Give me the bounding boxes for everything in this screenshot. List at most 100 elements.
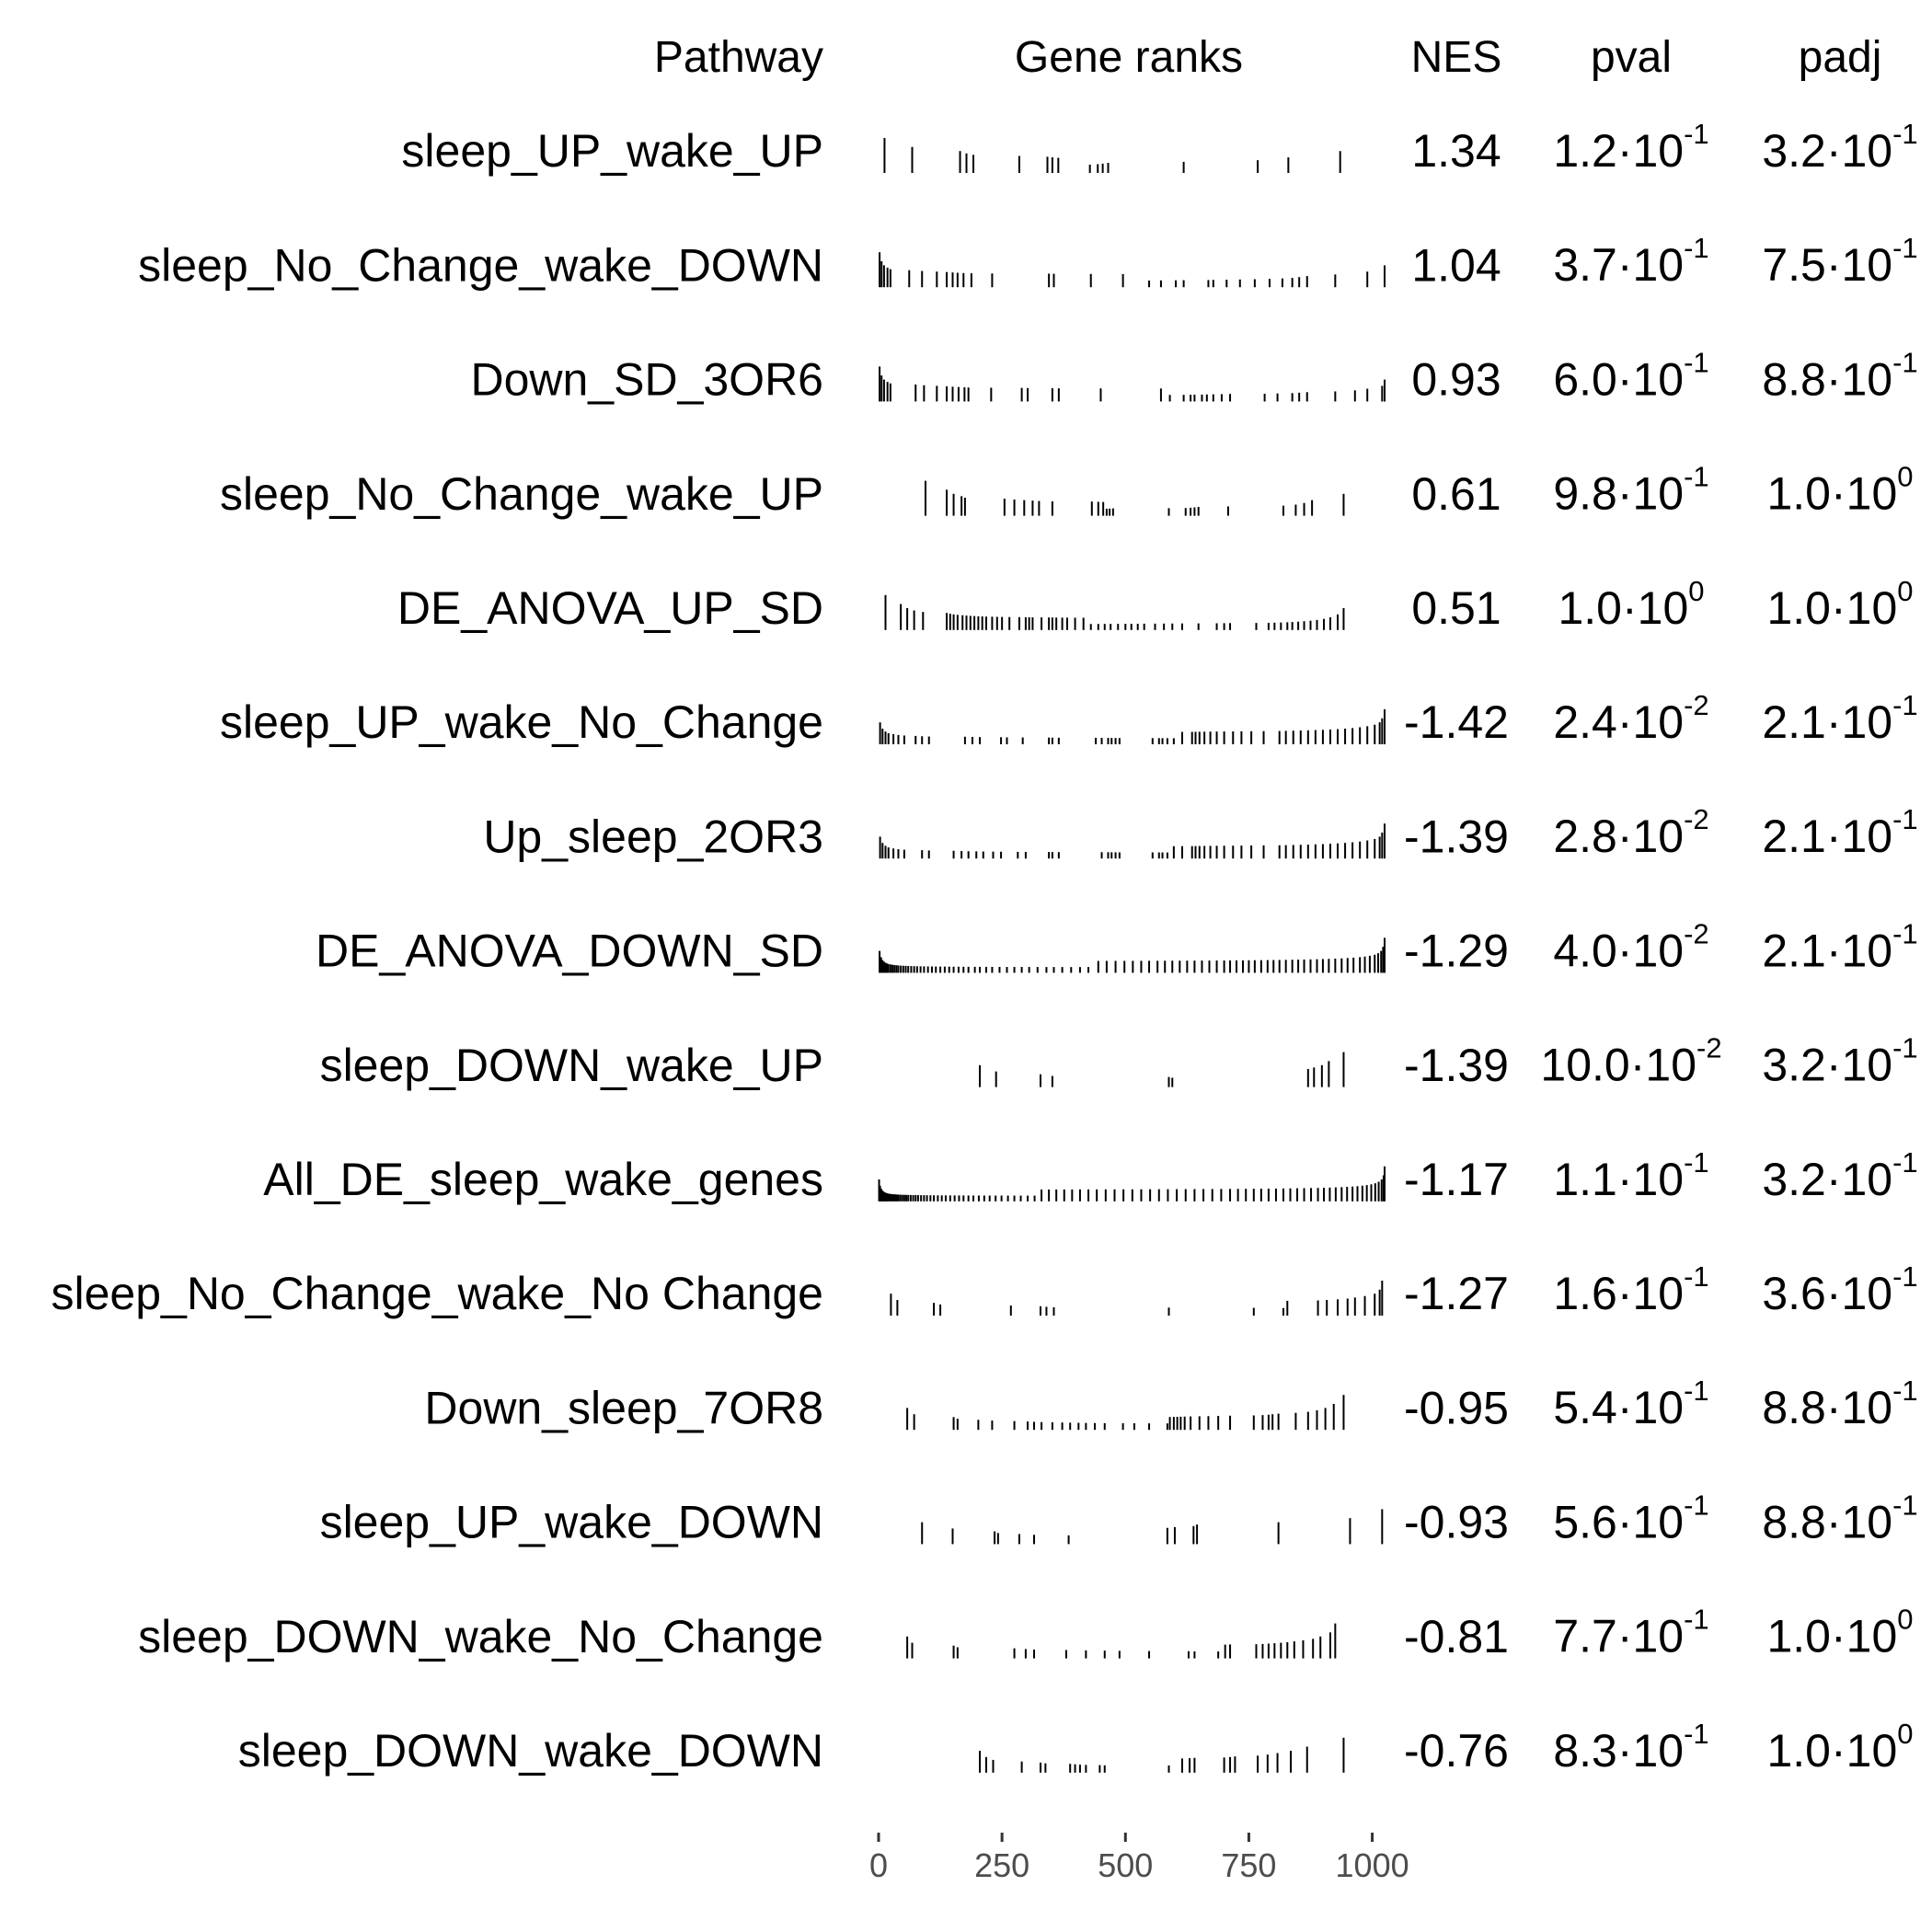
- nes-value: 1.34: [1411, 125, 1501, 177]
- axis-tick-label: 1000: [1336, 1846, 1409, 1884]
- gene-rank-marks: [879, 937, 1386, 973]
- cell-padj: 1.0·100: [1766, 575, 1913, 634]
- cell-pval-mantissa: 8.3: [1553, 1725, 1617, 1777]
- pathway-label: sleep_No_Change_wake_UP: [220, 468, 823, 520]
- cell-padj-mantissa: 8.8: [1762, 1497, 1826, 1548]
- nes-value: -1.27: [1404, 1268, 1509, 1319]
- cell-pval-exponent: -1: [1684, 232, 1709, 264]
- cell-pval: 10.0·10-2: [1540, 1032, 1721, 1091]
- cell-pval-times: ·10: [1617, 1154, 1684, 1205]
- cell-pval-mantissa: 9.8: [1553, 468, 1617, 520]
- header-gene-ranks: Gene ranks: [1015, 33, 1243, 82]
- table-row: DE_ANOVA_DOWN_SD -1.29 4.0·10-2 2.1·10-1: [316, 918, 1918, 977]
- cell-padj-times: ·10: [1826, 125, 1892, 177]
- cell-padj-times: ·10: [1826, 354, 1892, 406]
- table-row: sleep_UP_wake_DOWN -0.93 5.6·10-1 8.8·10-1: [320, 1489, 1918, 1548]
- gene-rank-marks: [879, 366, 1386, 402]
- cell-pval: 4.0·10-2: [1553, 918, 1708, 977]
- cell-padj-times: ·10: [1831, 468, 1897, 520]
- axis-tick-label: 0: [869, 1846, 888, 1884]
- pathway-label: sleep_DOWN_wake_UP: [320, 1040, 823, 1091]
- cell-padj-exponent: -1: [1892, 1146, 1918, 1179]
- cell-padj: 7.5·10-1: [1762, 232, 1917, 291]
- cell-pval-times: ·10: [1617, 239, 1684, 291]
- cell-pval-times: ·10: [1617, 354, 1684, 406]
- pathway-label: Down_sleep_7OR8: [424, 1382, 823, 1433]
- cell-padj-times: ·10: [1831, 582, 1897, 634]
- nes-value: 1.04: [1411, 239, 1501, 291]
- cell-padj: 8.8·10-1: [1762, 1374, 1917, 1433]
- cell-pval: 1.0·100: [1558, 575, 1704, 634]
- pathway-label: sleep_No_Change_wake_No Change: [51, 1268, 823, 1319]
- cell-padj-exponent: -1: [1892, 347, 1918, 379]
- cell-pval-exponent: -2: [1684, 918, 1709, 950]
- nes-value: -1.42: [1404, 696, 1509, 748]
- cell-pval-mantissa: 5.4: [1553, 1382, 1617, 1433]
- cell-pval: 5.6·10-1: [1553, 1489, 1708, 1548]
- cell-pval-times: ·10: [1622, 582, 1688, 634]
- table-row: sleep_UP_wake_No_Change -1.42 2.4·10-2 2.1·…: [220, 689, 1918, 748]
- cell-pval-times: ·10: [1617, 1268, 1684, 1319]
- cell-pval: 2.8·10-2: [1553, 803, 1708, 862]
- cell-padj-times: ·10: [1826, 926, 1892, 977]
- cell-padj-exponent: -1: [1892, 1032, 1918, 1064]
- cell-pval-exponent: -1: [1684, 1489, 1709, 1522]
- header-pathway: Pathway: [654, 33, 823, 82]
- cell-padj-mantissa: 3.2: [1762, 1040, 1826, 1091]
- pathway-label: All_DE_sleep_wake_genes: [263, 1154, 823, 1205]
- gene-rank-marks: [879, 709, 1386, 744]
- cell-pval-exponent: -1: [1684, 118, 1709, 150]
- header-nes: NES: [1411, 33, 1502, 82]
- cell-padj-mantissa: 3.2: [1762, 125, 1826, 177]
- gene-rank-marks: [924, 480, 1345, 516]
- cell-pval-mantissa: 7.7: [1553, 1611, 1617, 1662]
- cell-padj-mantissa: 3.2: [1762, 1154, 1826, 1205]
- cell-padj-times: ·10: [1826, 1382, 1892, 1433]
- pathway-label: Up_sleep_2OR3: [483, 811, 823, 862]
- cell-padj-exponent: -1: [1892, 232, 1918, 264]
- cell-padj-mantissa: 2.1: [1762, 696, 1826, 748]
- cell-padj-times: ·10: [1826, 239, 1892, 291]
- nes-value: -0.81: [1404, 1611, 1509, 1662]
- cell-padj-exponent: 0: [1897, 461, 1913, 493]
- axis-tick-label: 750: [1221, 1846, 1276, 1884]
- cell-padj-mantissa: 1.0: [1766, 468, 1831, 520]
- cell-padj-times: ·10: [1826, 1497, 1892, 1548]
- cell-padj-exponent: -1: [1892, 689, 1918, 721]
- nes-value: -1.29: [1404, 926, 1509, 977]
- cell-padj-exponent: 0: [1897, 1604, 1913, 1636]
- table-row: Down_SD_3OR6 0.93 6.0·10-1 8.8·10-1: [470, 347, 1917, 406]
- cell-pval: 3.7·10-1: [1553, 232, 1708, 291]
- cell-pval-exponent: -2: [1684, 689, 1709, 721]
- pathway-label: sleep_UP_wake_UP: [401, 125, 823, 177]
- cell-pval-mantissa: 1.0: [1558, 582, 1622, 634]
- table-row: sleep_No_Change_wake_No Change -1.27 1.6·1…: [51, 1260, 1917, 1319]
- cell-pval-mantissa: 2.4: [1553, 696, 1617, 748]
- pathway-label: sleep_No_Change_wake_DOWN: [138, 239, 823, 291]
- cell-pval-times: ·10: [1617, 125, 1684, 177]
- cell-pval: 1.2·10-1: [1553, 118, 1708, 177]
- cell-pval: 5.4·10-1: [1553, 1374, 1708, 1433]
- cell-pval-mantissa: 1.2: [1553, 125, 1617, 177]
- cell-padj-mantissa: 1.0: [1766, 582, 1831, 634]
- pathway-label: sleep_DOWN_wake_DOWN: [238, 1725, 823, 1777]
- gene-rank-marks: [979, 1052, 1345, 1087]
- cell-pval-times: ·10: [1617, 1497, 1684, 1548]
- cell-padj-times: ·10: [1831, 1725, 1897, 1777]
- cell-pval-times: ·10: [1617, 811, 1684, 862]
- cell-padj: 8.8·10-1: [1762, 347, 1917, 406]
- pathway-label: DE_ANOVA_DOWN_SD: [316, 926, 823, 977]
- cell-padj-exponent: -1: [1892, 118, 1918, 150]
- cell-padj: 1.0·100: [1766, 461, 1913, 520]
- cell-pval: 7.7·10-1: [1553, 1604, 1708, 1662]
- gene-rank-marks: [884, 594, 1345, 630]
- cell-padj-mantissa: 1.0: [1766, 1611, 1831, 1662]
- nes-value: -1.17: [1404, 1154, 1509, 1205]
- cell-pval-times: ·10: [1617, 926, 1684, 977]
- cell-padj: 3.2·10-1: [1762, 1146, 1917, 1205]
- axis-tick-label: 250: [974, 1846, 1029, 1884]
- table-row: sleep_No_Change_wake_UP 0.61 9.8·10-1 1.0·1…: [220, 461, 1914, 520]
- cell-pval: 2.4·10-2: [1553, 689, 1708, 748]
- cell-pval: 1.6·10-1: [1553, 1260, 1708, 1319]
